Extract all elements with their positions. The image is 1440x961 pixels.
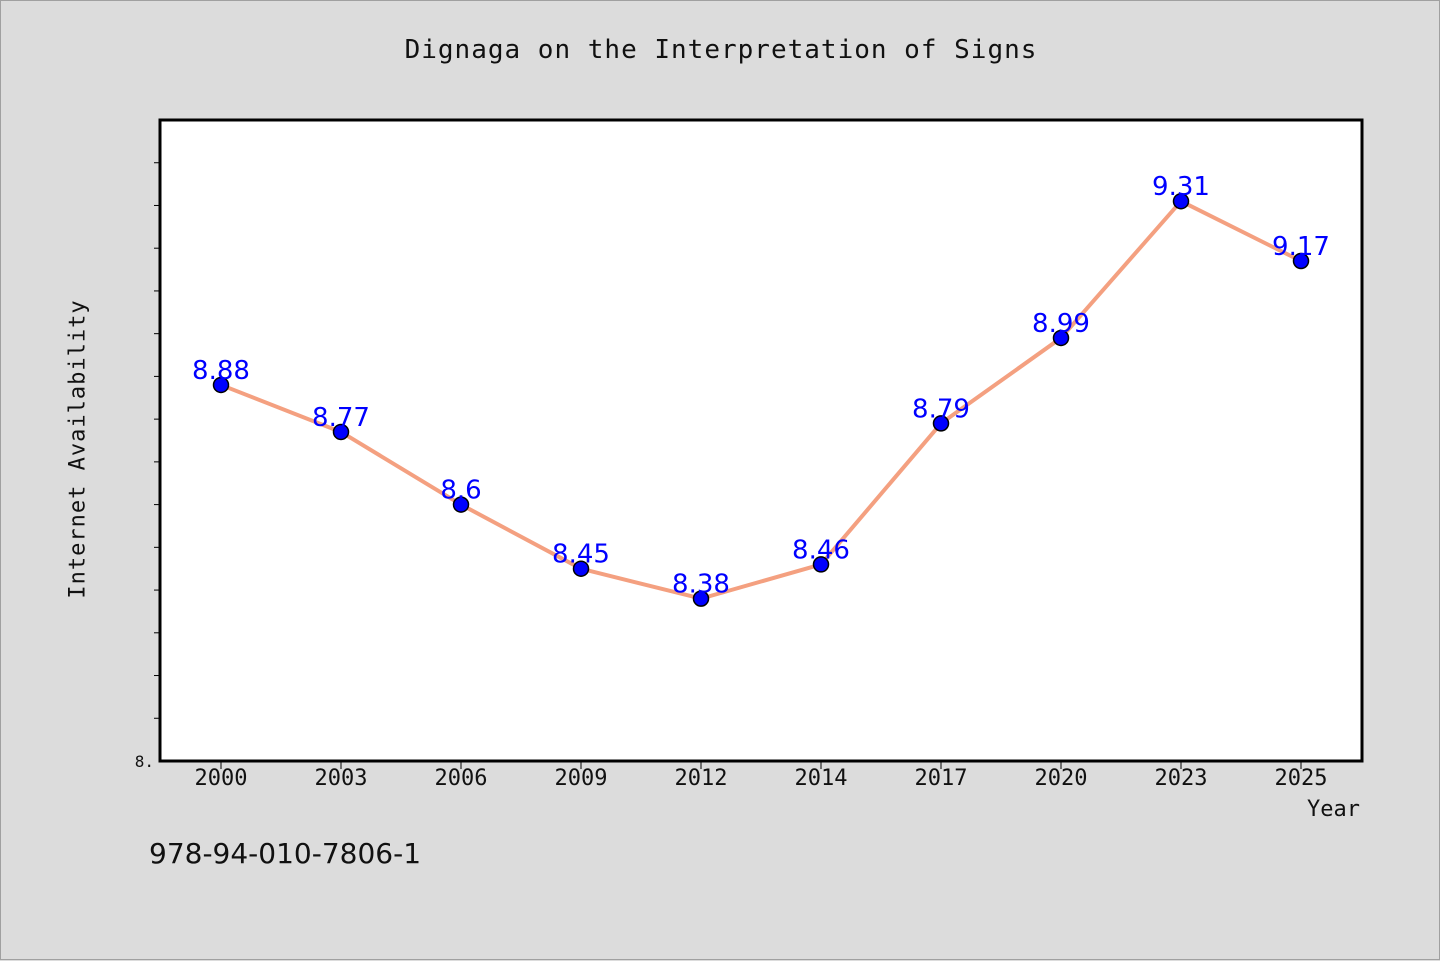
x-tick-label: 2025 [1275,766,1328,791]
y-axis-ticks: 8. [135,162,160,771]
data-label: 9.31 [1152,172,1210,202]
x-tick-label: 2006 [435,766,488,791]
x-tick-label: 2012 [675,766,728,791]
series-group: 8.88 8.77 8.6 8.45 8.38 8.46 8.79 8.99 9.31 9.17 [192,172,1330,607]
data-point [572,560,590,577]
data-point [692,590,710,607]
x-tick-label: 2000 [195,766,248,791]
series-line [220,199,1302,601]
x-tick-label: 2003 [315,766,368,791]
data-point [812,556,830,573]
data-label: 8.77 [312,403,370,433]
data-label: 8.46 [792,535,850,565]
data-point [1292,252,1310,270]
data-point [1052,329,1070,347]
chart-title: Dignaga on the Interpretation of Signs [404,35,1038,65]
data-point [332,423,350,441]
data-point [932,415,950,432]
x-axis-label: Year [1307,797,1360,822]
data-label: 9.17 [1272,232,1330,262]
data-point [452,496,470,513]
data-label: 8.38 [672,570,730,600]
data-label: 8.79 [912,394,970,424]
data-label: 8.6 [440,476,481,506]
x-tick-label: 2023 [1155,766,1208,791]
x-tick-label: 2020 [1035,766,1088,791]
plot-area [158,118,1364,763]
x-tick-label: 2009 [555,766,608,791]
data-point [212,376,230,394]
x-tick-label: 2014 [795,766,848,791]
data-label: 8.45 [552,540,610,570]
x-axis-ticks: 2000 2003 2006 2009 2012 2014 2017 2020 2023 2025 [195,761,1328,791]
y-tick-label: 8. [135,752,154,771]
isbn-text: 978-94-010-7806-1 [149,837,422,870]
data-point [1172,192,1190,210]
x-tick-label: 2017 [915,766,968,791]
data-label: 8.88 [192,356,250,386]
data-label: 8.99 [1032,309,1090,339]
